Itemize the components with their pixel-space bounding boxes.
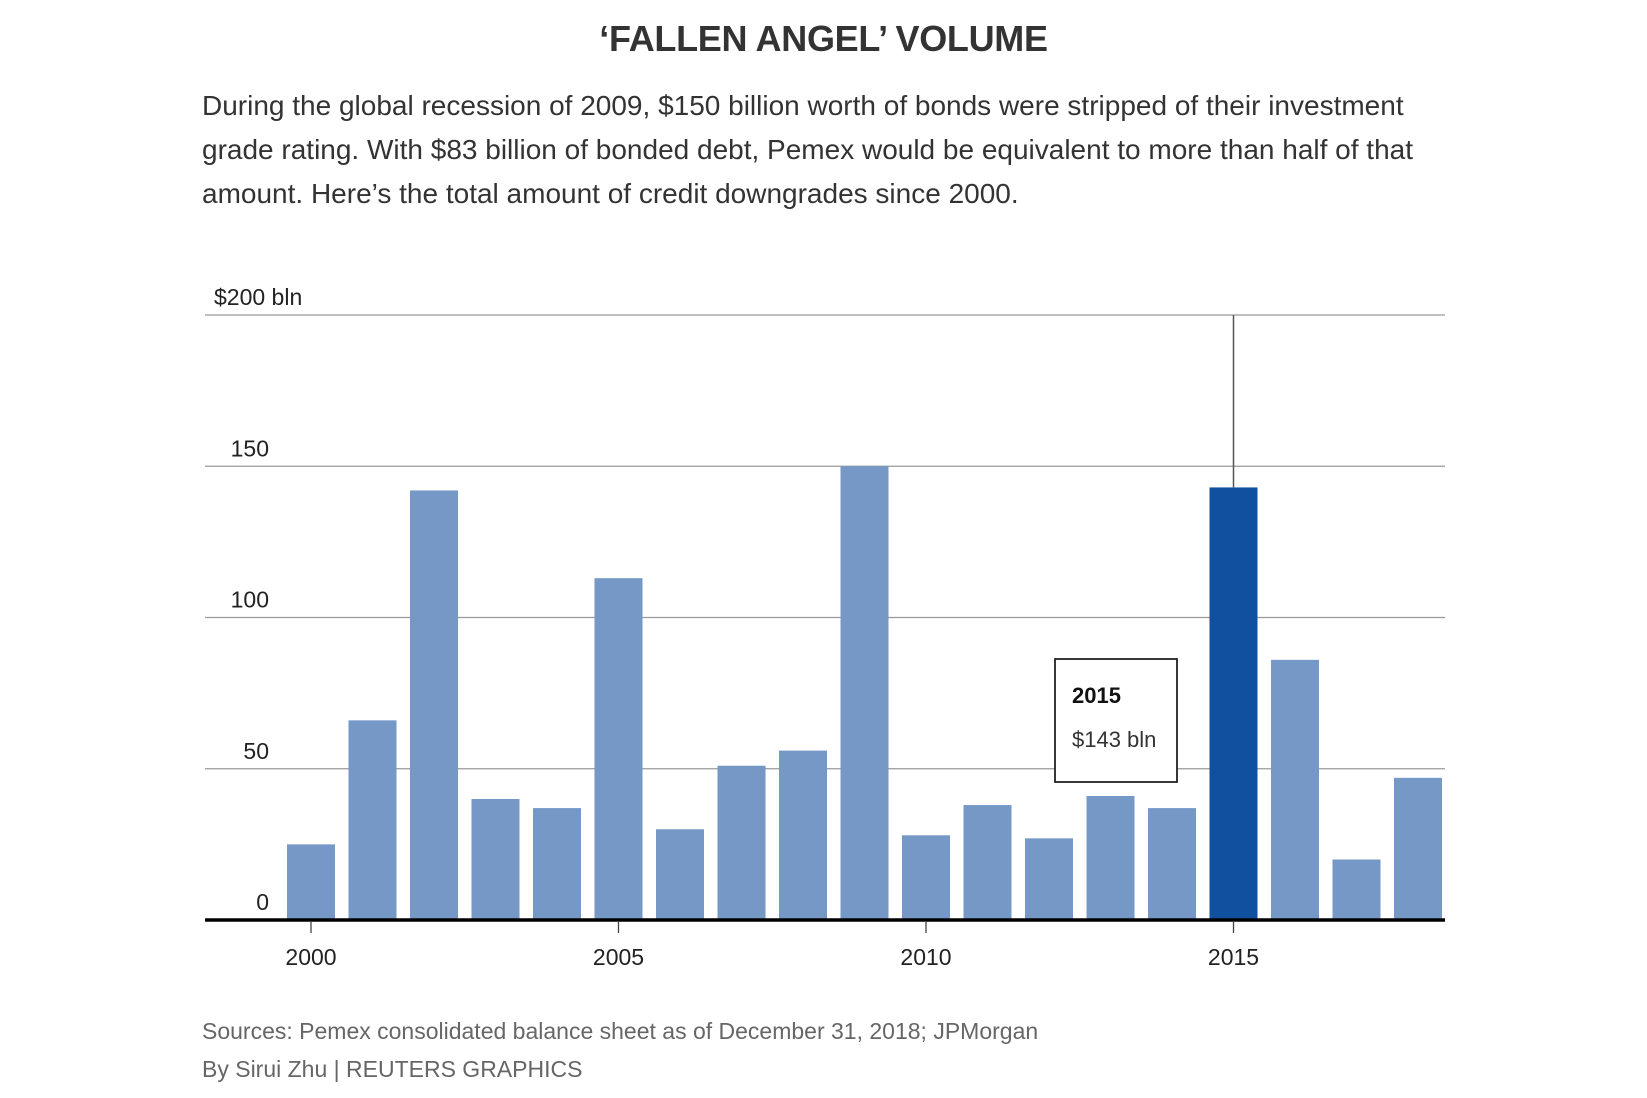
x-axis: 2000 2005 2010 2015 bbox=[205, 918, 1445, 970]
bar-2003[interactable] bbox=[471, 799, 520, 920]
y-tick-label-200: $200 bln bbox=[214, 284, 302, 310]
bar-2000[interactable] bbox=[287, 844, 335, 920]
chart-title: ‘FALLEN ANGEL’ VOLUME bbox=[599, 18, 1048, 59]
bar-2014[interactable] bbox=[1148, 808, 1196, 920]
x-tick-label-2015: 2015 bbox=[1208, 944, 1259, 970]
chart-subtitle: During the global recession of 2009, $15… bbox=[202, 90, 1413, 209]
y-tick-label-150: 150 bbox=[231, 435, 269, 461]
bar-chart: 0 50 100 150 $200 bln 2000 2005 2010 2015 2015 $… bbox=[205, 284, 1445, 970]
tooltip-box bbox=[1054, 658, 1178, 783]
x-tick-label-2005: 2005 bbox=[593, 944, 644, 970]
bar-2004[interactable] bbox=[533, 808, 581, 920]
y-axis-labels: 0 50 100 150 $200 bln bbox=[214, 284, 302, 915]
y-tick-label-0: 0 bbox=[256, 889, 269, 915]
bar-2009[interactable] bbox=[840, 466, 889, 920]
bars bbox=[287, 466, 1442, 920]
y-tick-label-100: 100 bbox=[231, 587, 269, 613]
bar-2001[interactable] bbox=[348, 720, 397, 920]
bar-2015[interactable] bbox=[1209, 487, 1258, 920]
bar-2008[interactable] bbox=[779, 750, 827, 920]
y-tick-label-50: 50 bbox=[243, 738, 269, 764]
gridlines bbox=[205, 314, 1445, 770]
bar-2002[interactable] bbox=[410, 490, 458, 920]
tooltip-year: 2015 bbox=[1072, 683, 1121, 708]
bar-2018[interactable] bbox=[1394, 777, 1442, 920]
bar-2010[interactable] bbox=[902, 835, 950, 920]
tooltip-value: $143 bln bbox=[1072, 727, 1156, 752]
bar-2016[interactable] bbox=[1271, 659, 1319, 920]
bar-2013[interactable] bbox=[1086, 795, 1135, 920]
bar-2011[interactable] bbox=[963, 805, 1012, 920]
bar-2007[interactable] bbox=[717, 765, 766, 920]
bar-2005[interactable] bbox=[594, 578, 643, 920]
byline: By Sirui Zhu | REUTERS GRAPHICS bbox=[202, 1056, 583, 1082]
bar-2012[interactable] bbox=[1025, 838, 1073, 920]
bar-2017[interactable] bbox=[1332, 859, 1381, 921]
x-tick-label-2000: 2000 bbox=[285, 944, 336, 970]
tooltip: 2015 $143 bln bbox=[1054, 658, 1178, 783]
x-tick-label-2010: 2010 bbox=[900, 944, 951, 970]
sources-note: Sources: Pemex consolidated balance shee… bbox=[202, 1018, 1039, 1044]
bar-2006[interactable] bbox=[656, 829, 704, 920]
